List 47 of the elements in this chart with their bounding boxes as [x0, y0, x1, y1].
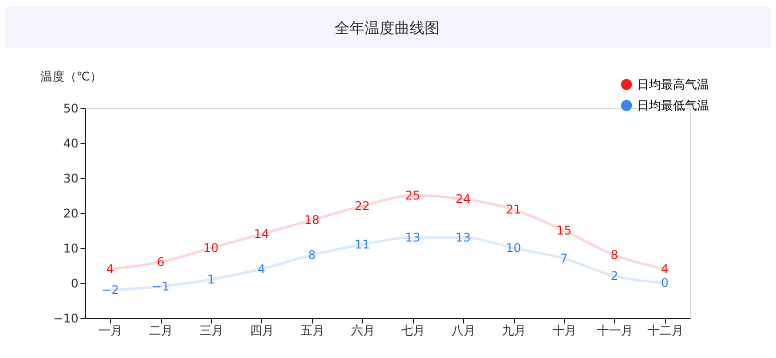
- data-label: 13: [405, 230, 420, 244]
- data-label: 22: [354, 199, 370, 213]
- data-label: 10: [203, 241, 219, 255]
- data-label: 8: [610, 248, 618, 262]
- data-label: 10: [506, 241, 522, 255]
- y-tick-label: 40: [63, 136, 78, 150]
- data-label: 0: [660, 276, 669, 290]
- x-tick-label: 三月: [200, 324, 224, 338]
- data-label: 6: [156, 255, 164, 269]
- x-tick-label: 十二月: [647, 324, 684, 338]
- y-tick-label: 10: [63, 242, 78, 256]
- legend-label: 日均最高气温: [637, 78, 709, 92]
- x-tick-label: 八月: [452, 324, 476, 338]
- data-label: 1: [207, 272, 215, 286]
- x-tick-label: 十月: [552, 324, 576, 338]
- x-tick-label: 六月: [350, 324, 375, 338]
- y-tick-label: 20: [63, 206, 78, 220]
- data-label: −2: [101, 283, 120, 297]
- y-tick-label: 50: [63, 102, 78, 116]
- x-tick-label: 九月: [502, 324, 526, 338]
- x-tick-label: 二月: [149, 324, 174, 338]
- data-label: −1: [152, 280, 170, 294]
- y-tick-label: 0: [70, 276, 78, 290]
- data-label: 15: [556, 224, 572, 238]
- data-label: 4: [258, 262, 266, 276]
- data-label: 7: [560, 252, 568, 266]
- y-axis-title: 温度（℃）: [40, 70, 102, 84]
- y-tick-label: −10: [53, 312, 78, 326]
- x-tick-label: 七月: [401, 324, 426, 338]
- legend-label: 日均最低气温: [637, 98, 709, 112]
- data-label: 13: [455, 230, 471, 244]
- data-label: 2: [610, 269, 618, 283]
- x-tick-label: 十一月: [596, 324, 633, 338]
- data-label: 18: [304, 213, 320, 227]
- data-label: 11: [354, 238, 370, 252]
- data-label: 8: [308, 248, 316, 262]
- x-tick-label: 一月: [98, 324, 123, 338]
- x-tick-label: 五月: [300, 324, 324, 338]
- data-label: 4: [106, 262, 114, 276]
- data-label: 14: [254, 227, 270, 241]
- data-label: 25: [405, 188, 420, 202]
- y-tick-label: 30: [63, 172, 78, 186]
- chart-title: 全年温度曲线图: [334, 19, 440, 37]
- data-label: 24: [455, 192, 471, 206]
- data-label: 21: [506, 202, 522, 216]
- data-label: 4: [660, 262, 669, 276]
- x-tick-label: 四月: [250, 324, 274, 338]
